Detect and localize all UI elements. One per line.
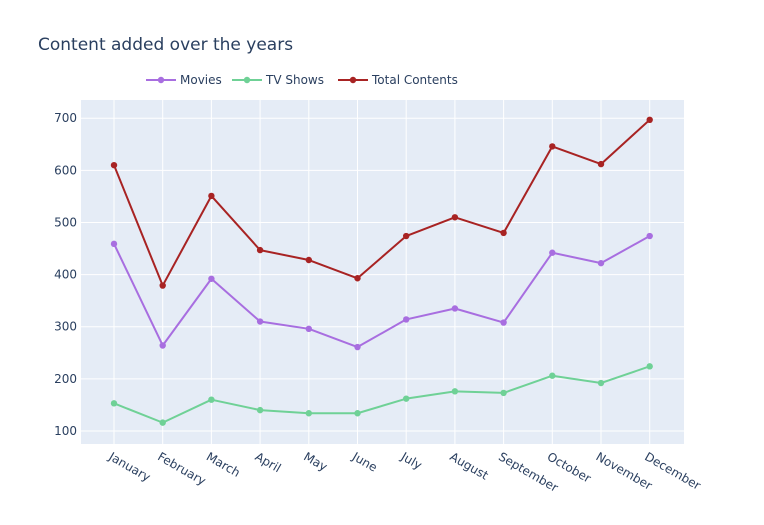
gridlines [81, 100, 684, 444]
data-point [256, 318, 264, 325]
data-point [208, 396, 215, 403]
legend[interactable]: Movies TV Shows Total Contents [146, 73, 458, 87]
legend-marker [157, 76, 165, 84]
data-point [403, 232, 410, 240]
y-tick-label: 500 [54, 215, 77, 229]
x-tick-label: April [253, 449, 284, 475]
data-point [597, 379, 605, 387]
x-tick-label: March [204, 449, 243, 479]
y-tick-label: 600 [54, 163, 77, 177]
data-point [500, 319, 507, 326]
legend-item[interactable]: Movies [146, 73, 222, 87]
data-point [110, 240, 118, 248]
data-point [646, 232, 653, 240]
data-point [549, 249, 556, 256]
data-point [549, 372, 556, 379]
data-point [354, 275, 361, 282]
data-point [305, 410, 312, 417]
y-tick-label: 200 [54, 372, 77, 386]
data-point [403, 316, 410, 323]
series-lines [110, 116, 653, 426]
x-tick-label: July [398, 449, 425, 472]
data-point [500, 229, 507, 237]
series-line [113, 119, 651, 287]
data-point [159, 282, 166, 289]
x-tick-label: January [106, 449, 153, 484]
data-point [646, 363, 653, 370]
data-point [110, 400, 118, 407]
data-point [597, 160, 605, 168]
y-tick-label: 100 [54, 424, 77, 438]
data-point [354, 410, 361, 417]
data-point [403, 395, 410, 402]
data-point [159, 419, 166, 426]
data-point [305, 325, 312, 333]
data-point [500, 389, 507, 397]
legend-marker [349, 76, 357, 84]
y-axis-ticks: 100 200 300 400 500 600 700 [54, 111, 77, 438]
legend-item[interactable]: TV Shows [232, 73, 324, 87]
data-point [451, 388, 459, 395]
data-point [549, 143, 556, 150]
legend-label: Movies [180, 73, 222, 87]
data-point [208, 275, 215, 282]
chart-title: Content added over the years [38, 35, 293, 55]
legend-marker [243, 76, 251, 84]
legend-label: TV Shows [265, 73, 324, 87]
y-tick-label: 700 [54, 111, 77, 125]
x-tick-label: May [301, 449, 329, 474]
y-tick-label: 300 [54, 320, 77, 334]
x-tick-label: June [349, 449, 380, 475]
data-point [451, 214, 459, 221]
data-point [256, 406, 264, 414]
data-point [354, 343, 361, 351]
data-point [159, 342, 166, 349]
data-point [646, 116, 653, 124]
data-point [451, 305, 459, 312]
data-point [305, 256, 312, 264]
x-tick-label: August [447, 449, 491, 482]
data-point [208, 192, 215, 200]
x-tick-label: February [155, 449, 208, 488]
legend-item[interactable]: Total Contents [338, 73, 458, 87]
y-tick-label: 400 [54, 268, 77, 282]
data-point [597, 259, 605, 267]
data-point [256, 246, 264, 254]
plot-area [81, 100, 684, 444]
legend-label: Total Contents [371, 73, 458, 87]
series-line [113, 235, 651, 349]
series-line [113, 365, 651, 424]
data-point [110, 161, 118, 169]
